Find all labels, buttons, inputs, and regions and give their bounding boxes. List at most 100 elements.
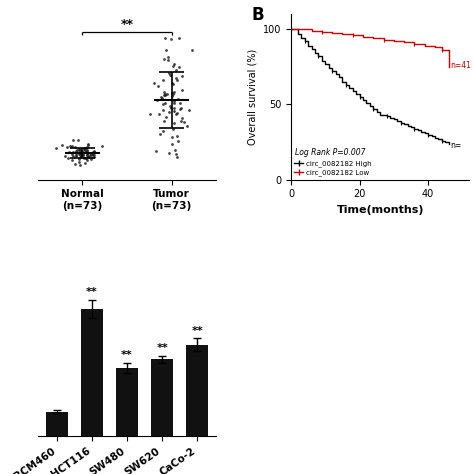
Point: [72, 160, 79, 168]
Point: [65, 148, 73, 155]
Point: [89, 149, 96, 157]
Point: [82, 159, 89, 167]
Point: [99, 143, 106, 150]
Point: [170, 62, 177, 70]
Point: [163, 46, 170, 54]
Point: [171, 104, 178, 111]
Point: [171, 61, 178, 68]
Point: [146, 110, 154, 118]
Point: [69, 151, 76, 158]
Point: [88, 151, 95, 159]
Point: [80, 145, 88, 152]
Point: [189, 46, 196, 54]
Point: [172, 66, 179, 73]
Point: [167, 36, 175, 43]
Point: [183, 122, 191, 129]
Point: [176, 99, 184, 107]
Point: [82, 155, 90, 162]
Bar: [116, 368, 138, 436]
Point: [75, 155, 82, 163]
Text: **: **: [156, 343, 168, 353]
Point: [74, 136, 82, 144]
Point: [84, 140, 92, 147]
Point: [52, 144, 60, 151]
Point: [77, 152, 85, 160]
Point: [90, 149, 97, 156]
Point: [82, 154, 90, 162]
Text: Log Rank P=0.007: Log Rank P=0.007: [294, 148, 365, 157]
Point: [167, 102, 174, 109]
Point: [154, 96, 161, 103]
Point: [158, 94, 166, 102]
Point: [89, 153, 97, 161]
Point: [169, 92, 176, 100]
Point: [172, 146, 179, 154]
Point: [161, 100, 169, 107]
Point: [66, 142, 73, 150]
Point: [81, 146, 89, 154]
Point: [83, 152, 91, 159]
Point: [86, 153, 93, 160]
Bar: [186, 345, 208, 436]
Point: [79, 151, 87, 158]
Point: [165, 69, 173, 77]
Y-axis label: Overall survival (%): Overall survival (%): [247, 49, 257, 145]
Point: [91, 148, 98, 156]
Point: [173, 109, 181, 117]
Point: [80, 145, 88, 153]
Legend: circ_0082182 High, circ_0082182 Low: circ_0082182 High, circ_0082182 Low: [294, 161, 371, 176]
Point: [161, 34, 168, 42]
Point: [75, 158, 83, 166]
Point: [162, 91, 169, 98]
Point: [90, 151, 98, 158]
Point: [69, 152, 77, 160]
Point: [173, 153, 181, 161]
Text: n=41: n=41: [450, 61, 471, 70]
Point: [160, 55, 168, 63]
Point: [166, 72, 174, 79]
Point: [178, 73, 186, 80]
Point: [173, 132, 181, 140]
Point: [73, 147, 80, 155]
Text: B: B: [252, 6, 264, 24]
Point: [87, 155, 95, 163]
Point: [173, 74, 180, 82]
Point: [73, 146, 81, 153]
Point: [85, 152, 93, 159]
Point: [77, 151, 84, 159]
Point: [76, 153, 83, 160]
Point: [163, 113, 170, 120]
Bar: [151, 359, 173, 436]
Point: [84, 142, 91, 149]
Point: [82, 144, 90, 151]
Point: [150, 80, 157, 87]
Point: [156, 130, 164, 137]
Point: [75, 146, 83, 153]
Point: [70, 136, 77, 143]
Point: [58, 141, 66, 149]
Point: [70, 148, 77, 156]
Point: [176, 63, 183, 71]
Point: [73, 152, 80, 160]
Point: [170, 107, 178, 115]
Point: [159, 100, 166, 107]
Point: [172, 150, 179, 157]
Point: [83, 151, 91, 159]
Point: [174, 137, 182, 145]
Point: [155, 110, 163, 118]
Point: [81, 148, 89, 156]
Point: [164, 56, 172, 64]
Point: [178, 86, 186, 93]
Point: [91, 153, 98, 161]
Point: [177, 104, 184, 111]
Bar: [81, 309, 103, 436]
Point: [171, 118, 178, 126]
Text: **: **: [120, 18, 134, 31]
Point: [84, 153, 91, 161]
Point: [181, 118, 188, 126]
Point: [174, 95, 182, 102]
Point: [87, 150, 95, 158]
Point: [75, 150, 82, 158]
Point: [64, 143, 71, 151]
Point: [69, 142, 76, 150]
